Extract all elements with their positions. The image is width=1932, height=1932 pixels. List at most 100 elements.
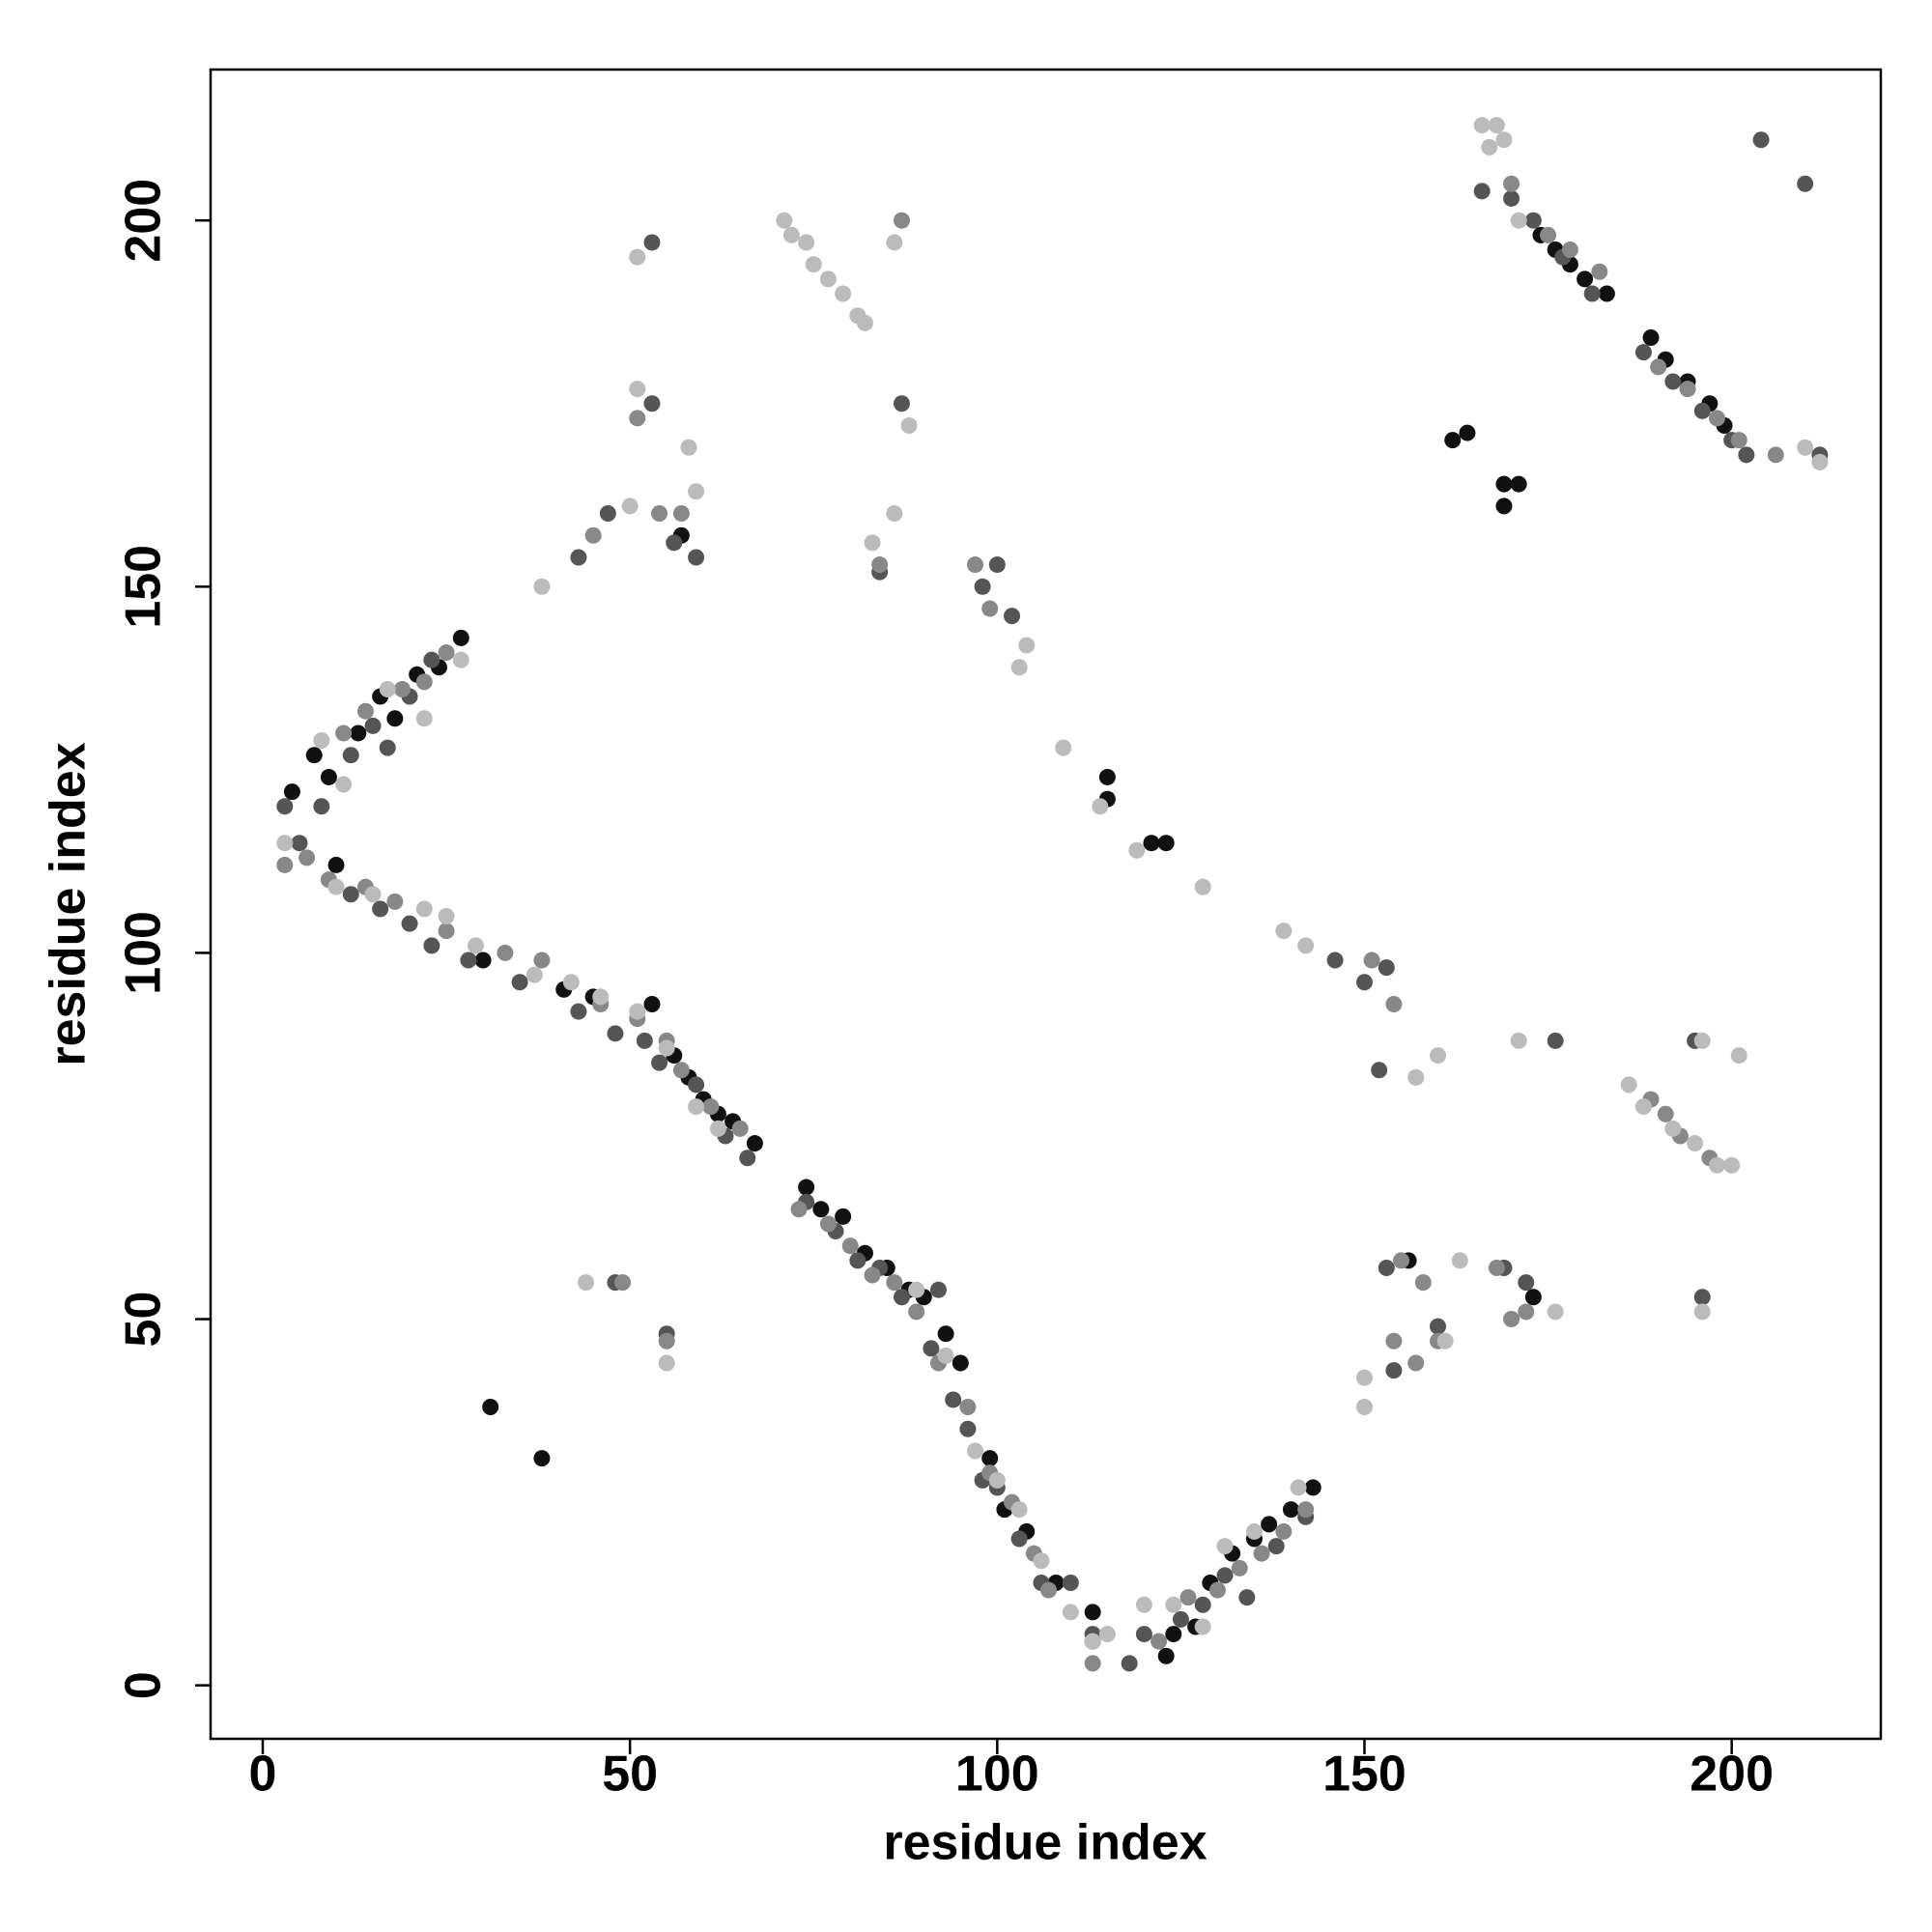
point bbox=[923, 1340, 940, 1357]
point bbox=[1444, 432, 1462, 449]
point bbox=[415, 673, 433, 691]
point bbox=[1385, 1332, 1403, 1350]
point bbox=[643, 995, 661, 1012]
x-axis-label: residue index bbox=[883, 1815, 1207, 1871]
point bbox=[1128, 841, 1146, 859]
point bbox=[1297, 937, 1315, 954]
point bbox=[1495, 131, 1513, 149]
point bbox=[1664, 1120, 1682, 1137]
point bbox=[327, 878, 345, 895]
point bbox=[1355, 1369, 1373, 1386]
point bbox=[1010, 659, 1028, 676]
point bbox=[614, 1274, 632, 1292]
point bbox=[1378, 959, 1395, 977]
point bbox=[841, 1237, 859, 1255]
point bbox=[1275, 1522, 1293, 1540]
point bbox=[731, 1120, 749, 1137]
point bbox=[1275, 923, 1293, 940]
point bbox=[1518, 1274, 1535, 1292]
point bbox=[511, 974, 528, 991]
point bbox=[1488, 117, 1505, 134]
point bbox=[1261, 1516, 1278, 1533]
point bbox=[819, 1215, 837, 1233]
point bbox=[988, 556, 1006, 574]
point bbox=[805, 256, 822, 273]
point bbox=[981, 1450, 999, 1467]
point bbox=[1304, 1479, 1321, 1496]
point bbox=[283, 783, 300, 801]
point bbox=[1290, 1479, 1307, 1496]
point bbox=[460, 952, 477, 969]
point bbox=[1143, 835, 1160, 852]
point bbox=[1430, 1047, 1447, 1065]
point bbox=[651, 504, 668, 522]
point bbox=[335, 776, 353, 793]
point bbox=[1018, 637, 1036, 654]
point bbox=[1282, 1501, 1299, 1519]
point bbox=[908, 1303, 925, 1321]
point bbox=[1267, 1538, 1285, 1555]
point bbox=[423, 651, 440, 668]
point bbox=[688, 1076, 705, 1094]
point bbox=[1473, 117, 1491, 134]
point bbox=[1664, 373, 1682, 390]
point bbox=[497, 944, 514, 961]
point bbox=[438, 644, 455, 662]
point bbox=[1157, 1647, 1175, 1664]
point bbox=[643, 234, 661, 251]
point bbox=[1693, 1303, 1711, 1321]
point bbox=[1179, 1589, 1197, 1606]
point bbox=[1598, 285, 1615, 302]
point bbox=[1238, 1589, 1256, 1606]
point bbox=[1561, 242, 1578, 259]
point bbox=[1407, 1068, 1425, 1086]
point bbox=[1540, 226, 1557, 243]
point bbox=[570, 1003, 587, 1020]
point bbox=[1194, 1596, 1211, 1613]
point bbox=[1092, 798, 1109, 815]
point bbox=[342, 747, 359, 764]
point bbox=[356, 702, 374, 720]
y-tick-label: 200 bbox=[116, 179, 172, 263]
point bbox=[782, 226, 800, 243]
point bbox=[452, 651, 469, 668]
point bbox=[1040, 1581, 1058, 1599]
point bbox=[1583, 285, 1601, 302]
plot-frame bbox=[209, 68, 1883, 1741]
point bbox=[1620, 1076, 1637, 1094]
point bbox=[584, 526, 602, 544]
point bbox=[1172, 1610, 1189, 1628]
point bbox=[313, 732, 330, 750]
point bbox=[607, 1025, 624, 1042]
point bbox=[1738, 446, 1755, 464]
point bbox=[929, 1281, 947, 1298]
point bbox=[1591, 263, 1608, 280]
point bbox=[798, 1179, 815, 1196]
point bbox=[1730, 1047, 1747, 1065]
point bbox=[621, 497, 639, 515]
point bbox=[1098, 768, 1116, 785]
point bbox=[835, 285, 852, 302]
point bbox=[1657, 1105, 1674, 1122]
point bbox=[937, 1325, 954, 1343]
point bbox=[1430, 1318, 1447, 1335]
point bbox=[1708, 410, 1725, 427]
point bbox=[967, 556, 984, 574]
x-tick-label: 0 bbox=[249, 1747, 277, 1803]
point bbox=[1355, 1399, 1373, 1416]
point bbox=[658, 1039, 675, 1057]
point bbox=[959, 1420, 977, 1437]
x-tick-label: 200 bbox=[1690, 1747, 1774, 1803]
point bbox=[937, 1347, 954, 1364]
point bbox=[680, 439, 697, 456]
point bbox=[599, 504, 616, 522]
point bbox=[1355, 974, 1373, 991]
point bbox=[1693, 1032, 1711, 1049]
point bbox=[276, 835, 294, 852]
point bbox=[533, 578, 551, 595]
point bbox=[1693, 402, 1711, 419]
point bbox=[276, 798, 294, 815]
point bbox=[533, 1450, 551, 1467]
